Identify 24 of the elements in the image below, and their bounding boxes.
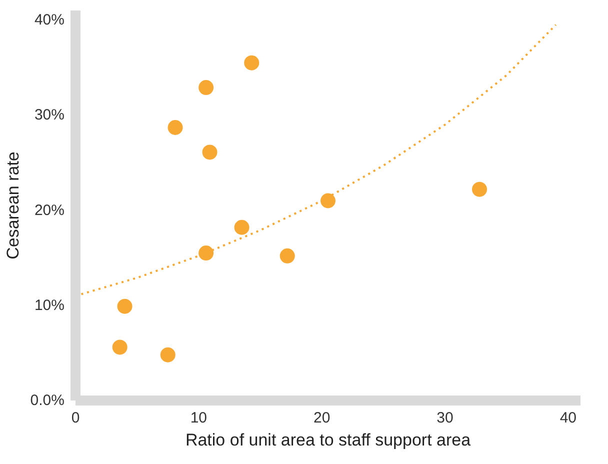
x-tick-label: 30 xyxy=(436,410,454,426)
point xyxy=(198,246,214,261)
point xyxy=(244,55,260,70)
point xyxy=(160,347,176,362)
y-axis-title: Cesarean rate xyxy=(3,152,22,260)
y-tick-label: 0.0% xyxy=(30,392,65,409)
point xyxy=(112,340,128,355)
x-tick-label: 20 xyxy=(314,410,330,426)
y-tick-label: 20% xyxy=(34,202,65,219)
point xyxy=(202,144,218,160)
point xyxy=(198,80,214,96)
point xyxy=(472,182,487,197)
point xyxy=(168,120,183,135)
point xyxy=(234,220,250,235)
x-axis-title: Ratio of unit area to staff support area xyxy=(185,430,472,450)
y-tick-label: 10% xyxy=(34,296,65,314)
point xyxy=(320,193,336,208)
y-tick-label: 40% xyxy=(34,12,65,29)
point xyxy=(280,248,295,264)
x-tick-label: 10 xyxy=(190,410,208,426)
x-tick-label: 40 xyxy=(560,410,577,426)
x-tick-label: 0 xyxy=(71,410,80,426)
y-tick-label: 30% xyxy=(34,106,65,124)
point xyxy=(117,298,132,314)
